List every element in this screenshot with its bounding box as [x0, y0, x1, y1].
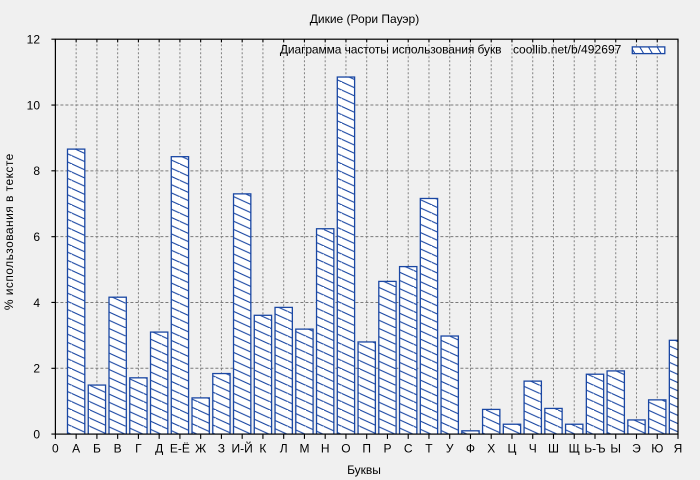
svg-text:% использования в тексте: % использования в тексте: [2, 153, 16, 310]
svg-text:coollib.net/b/492697: coollib.net/b/492697: [513, 43, 622, 57]
svg-text:6: 6: [33, 230, 40, 244]
svg-text:Д: Д: [155, 441, 163, 455]
svg-text:Л: Л: [280, 441, 288, 455]
svg-text:Ь-Ъ: Ь-Ъ: [584, 441, 605, 455]
svg-text:В: В: [114, 441, 122, 455]
svg-text:Ж: Ж: [195, 441, 206, 455]
svg-text:Я: Я: [674, 441, 683, 455]
svg-text:Ш: Ш: [548, 441, 559, 455]
svg-text:Ц: Ц: [508, 441, 517, 455]
svg-text:2: 2: [33, 362, 40, 376]
svg-text:Щ: Щ: [569, 441, 580, 455]
svg-text:Н: Н: [321, 441, 330, 455]
svg-text:Г: Г: [135, 441, 142, 455]
svg-text:У: У: [446, 441, 454, 455]
svg-text:К: К: [259, 441, 266, 455]
svg-text:Б: Б: [93, 441, 101, 455]
svg-text:Ф: Ф: [466, 441, 475, 455]
svg-text:8: 8: [33, 164, 40, 178]
svg-text:Буквы: Буквы: [347, 463, 381, 477]
svg-text:0: 0: [52, 441, 59, 455]
svg-text:Ы: Ы: [610, 441, 621, 455]
svg-text:Р: Р: [383, 441, 391, 455]
svg-text:4: 4: [33, 296, 40, 310]
svg-text:Х: Х: [487, 441, 495, 455]
svg-text:И-Й: И-Й: [232, 440, 253, 455]
svg-text:Т: Т: [425, 441, 433, 455]
svg-text:З: З: [218, 441, 225, 455]
svg-text:12: 12: [27, 33, 41, 47]
svg-text:Ч: Ч: [529, 441, 537, 455]
svg-text:А: А: [72, 441, 80, 455]
svg-text:10: 10: [27, 98, 41, 112]
svg-text:Дикие (Рори Пауэр): Дикие (Рори Пауэр): [310, 12, 419, 26]
svg-text:0: 0: [33, 427, 40, 441]
svg-text:Е-Ё: Е-Ё: [170, 441, 190, 455]
svg-text:Ю: Ю: [651, 441, 663, 455]
svg-text:Диаграмма частоты использовани: Диаграмма частоты использования букв: [280, 43, 502, 57]
svg-text:О: О: [341, 441, 350, 455]
svg-text:Э: Э: [632, 441, 641, 455]
svg-text:П: П: [362, 441, 371, 455]
svg-text:С: С: [404, 441, 413, 455]
svg-text:М: М: [299, 441, 309, 455]
